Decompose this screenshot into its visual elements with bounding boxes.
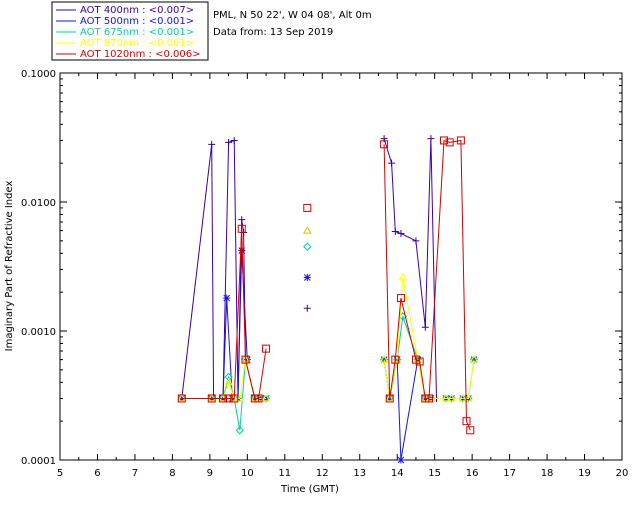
data-point: [238, 216, 246, 224]
x-tick-label: 20: [616, 468, 629, 479]
x-tick-label: 19: [578, 468, 591, 479]
data-point: [441, 394, 451, 403]
data-point: [379, 355, 389, 364]
site-info: PML, N 50 22', W 04 08', Alt 0m: [213, 10, 372, 21]
data-point: [261, 393, 271, 402]
data-point: [445, 138, 454, 147]
x-tick-label: 6: [94, 468, 100, 479]
x-tick-label: 13: [353, 468, 366, 479]
data-point: [398, 272, 408, 281]
legend-label: AOT 870nm : <0.001>: [80, 38, 194, 49]
data-point: [415, 357, 424, 366]
x-axis-label: Time (GMT): [280, 484, 339, 495]
x-tick-label: 15: [428, 468, 441, 479]
data-point: [207, 394, 216, 403]
legend-label: AOT 500nm : <0.001>: [80, 16, 194, 27]
x-tick-label: 18: [541, 468, 554, 479]
axes: 5 6 7 8 9 10 11 12 13 14 15 16 17 18 19 20 0.0001 0.0010 0…: [21, 69, 628, 479]
data-point: [302, 226, 312, 234]
legend-label: AOT 675nm : <0.001>: [80, 27, 194, 38]
data-point: [447, 393, 456, 402]
data-point: [225, 138, 233, 146]
data-point: [385, 394, 394, 403]
data-point: [441, 393, 451, 402]
data-point: [224, 372, 233, 382]
y-tick-label: 0.0001: [21, 456, 56, 467]
x-tick-label: 16: [466, 468, 479, 479]
series-layer: [177, 135, 479, 464]
y-tick-label: 0.0010: [21, 327, 56, 338]
data-point: [469, 355, 479, 363]
data-point: [391, 228, 399, 236]
data-point: [388, 159, 396, 167]
series-line: [383, 138, 437, 399]
data-point: [218, 394, 227, 403]
x-tick-label: 17: [503, 468, 516, 479]
x-tick-label: 7: [132, 468, 138, 479]
data-point: [241, 355, 250, 363]
data-point: [303, 242, 312, 251]
data-point: [230, 136, 238, 144]
data-point: [440, 136, 449, 145]
data-point: [397, 456, 405, 464]
data-point: [425, 394, 434, 403]
x-tick-label: 5: [57, 468, 63, 479]
data-point: [262, 344, 271, 353]
data-point: [207, 393, 217, 402]
data-point: [458, 393, 468, 402]
legend-label: AOT 1020nm : <0.006>: [80, 49, 200, 60]
data-point: [224, 394, 233, 403]
data-point: [303, 273, 311, 281]
data-point: [396, 294, 405, 303]
data-point: [469, 355, 479, 364]
data-point: [456, 136, 465, 145]
data-point: [235, 426, 245, 435]
x-tick-label: 14: [391, 468, 404, 479]
x-tick-label: 11: [278, 468, 291, 479]
legend-label: AOT 400nm : <0.007>: [80, 5, 194, 16]
data-point: [178, 394, 186, 402]
data-point: [230, 394, 239, 403]
y-tick-label: 0.1000: [21, 69, 56, 80]
data-point: [303, 304, 311, 312]
data-point: [177, 393, 187, 402]
series-5: [177, 136, 475, 435]
y-tick-label: 0.0100: [21, 198, 56, 209]
x-tick-label: 9: [207, 468, 213, 479]
data-point: [447, 394, 456, 403]
x-tick-label: 8: [169, 468, 175, 479]
data-point: [380, 140, 389, 149]
x-tick-label: 10: [241, 468, 254, 479]
data-point: [237, 224, 246, 233]
data-point: [208, 140, 216, 148]
data-point: [261, 394, 271, 403]
data-point: [177, 394, 186, 403]
x-tick-label: 12: [316, 468, 329, 479]
data-point: [238, 247, 246, 255]
isolated-markers: [302, 203, 312, 312]
data-point: [241, 355, 250, 364]
data-point: [254, 394, 263, 403]
data-point: [224, 377, 233, 386]
y-axis-label: Imaginary Part of Refractive Index: [4, 181, 15, 352]
date-info: Data from: 13 Sep 2019: [213, 27, 333, 38]
legend-box: [51, 1, 209, 61]
data-point: [223, 294, 231, 302]
data-point: [427, 135, 435, 143]
data-point: [303, 203, 312, 212]
data-point: [466, 426, 475, 435]
data-point: [458, 394, 467, 403]
legend: AOT 400nm : <0.007>AOT 500nm : <0.001>AO…: [51, 1, 209, 61]
data-point: [464, 393, 473, 402]
data-point: [412, 237, 420, 245]
data-point: [391, 355, 400, 364]
data-point: [397, 229, 405, 237]
data-point: [385, 393, 395, 402]
data-point: [421, 323, 429, 331]
data-point: [462, 417, 471, 426]
series-line: [181, 228, 267, 399]
data-point: [379, 355, 389, 363]
